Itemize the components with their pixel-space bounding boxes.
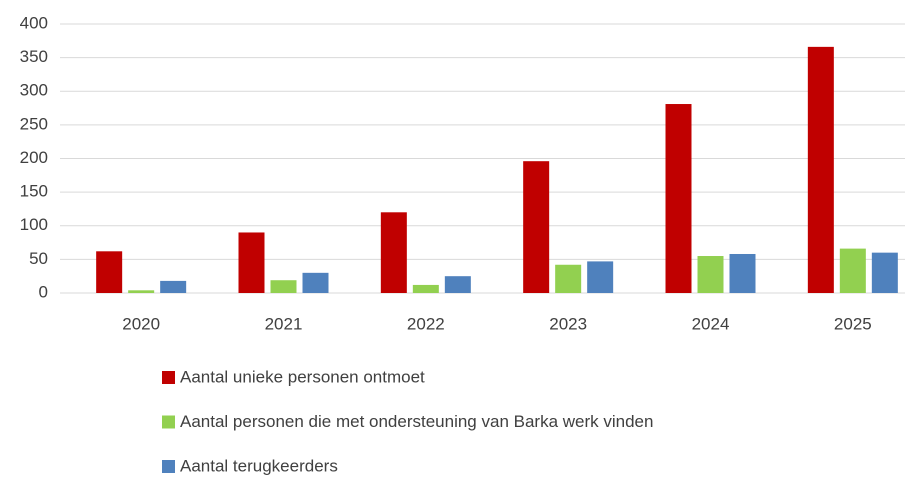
bar (96, 251, 123, 293)
bar (302, 272, 329, 293)
legend-swatch (162, 415, 175, 429)
y-tick-label: 200 (20, 148, 48, 167)
x-tick-label: 2020 (122, 314, 160, 333)
bar (555, 264, 582, 293)
y-tick-label: 300 (20, 81, 48, 100)
y-tick-label: 250 (20, 114, 48, 133)
legend-label: Aantal personen die met ondersteuning va… (180, 412, 653, 431)
x-tick-label: 2022 (407, 314, 445, 333)
x-tick-label: 2021 (265, 314, 303, 333)
y-tick-label: 150 (20, 182, 48, 201)
bar (160, 280, 187, 293)
bar (444, 276, 471, 293)
y-tick-label: 50 (29, 249, 48, 268)
bar (871, 252, 898, 293)
bar (839, 248, 866, 293)
y-tick-label: 100 (20, 215, 48, 234)
y-tick-label: 350 (20, 47, 48, 66)
bar (238, 232, 265, 293)
bar (697, 256, 724, 293)
legend-label: Aantal terugkeerders (180, 456, 338, 475)
bar (412, 284, 439, 293)
legend-label: Aantal unieke personen ontmoet (180, 367, 425, 386)
bar (128, 290, 155, 293)
bar (270, 280, 297, 293)
x-tick-label: 2023 (549, 314, 587, 333)
bar (729, 253, 756, 293)
bar (523, 161, 550, 293)
bar (807, 46, 834, 293)
y-tick-label: 400 (20, 13, 48, 32)
bar (587, 261, 614, 293)
legend-swatch (162, 371, 175, 384)
y-tick-label: 0 (39, 282, 48, 301)
legend-swatch (162, 460, 175, 473)
bar (380, 212, 407, 293)
bar (665, 104, 692, 293)
x-tick-label: 2025 (834, 314, 872, 333)
x-tick-label: 2024 (692, 314, 730, 333)
